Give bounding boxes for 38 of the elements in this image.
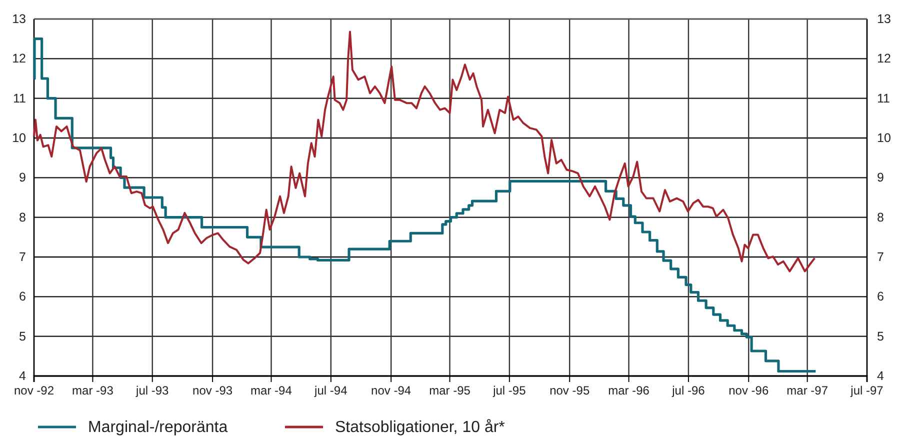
x-tick-label: jul -97 (850, 384, 884, 398)
y2-tick-label: 8 (877, 210, 884, 224)
x-tick-label: nov -95 (550, 384, 590, 398)
line-series (33, 30, 816, 272)
y-tick-label: 11 (13, 91, 26, 106)
x-tick-label: nov -93 (192, 384, 233, 398)
y-tick-label: 4 (19, 369, 26, 383)
y2-tick-label: 5 (877, 329, 884, 344)
y-tick-label: 12 (12, 52, 26, 66)
y-tick-label: 9 (19, 170, 26, 185)
y2-tick-label: 6 (877, 290, 884, 304)
x-tick-label: mar -94 (250, 384, 292, 398)
y2-tick-label: 12 (877, 52, 891, 66)
y-tick-label: 6 (19, 290, 26, 304)
y-tick-label: 5 (19, 329, 26, 344)
y2-tick-label: 9 (877, 170, 884, 185)
x-tick-label: jul -96 (671, 384, 706, 398)
x-tick-label: jul -95 (492, 384, 526, 398)
y2-tick-label: 7 (877, 250, 884, 264)
x-tick-label: nov -96 (728, 384, 769, 398)
x-tick-label: nov -94 (371, 384, 412, 398)
x-tick-label: mar -96 (608, 384, 650, 398)
legend-label: Statsobligationer, 10 år* (335, 419, 505, 436)
x-tick-label: jul -93 (135, 384, 170, 398)
y-tick-label: 8 (19, 210, 26, 224)
legend-label: Marginal-/reporänta (88, 419, 228, 436)
y-tick-label: 10 (12, 131, 26, 145)
y2-tick-label: 13 (877, 12, 891, 26)
y2-tick-label: 10 (877, 131, 891, 145)
y2-tick-label: 4 (877, 369, 884, 383)
y-tick-label: 7 (19, 250, 26, 264)
y-tick-label: 13 (12, 12, 26, 26)
y2-tick-label: 11 (877, 91, 890, 106)
x-tick-label: mar -93 (72, 384, 114, 398)
x-tick-label: jul -94 (314, 384, 348, 398)
x-tick-label: mar -95 (429, 384, 471, 398)
x-tick-label: mar -97 (786, 384, 828, 398)
x-tick-label: nov -92 (14, 384, 54, 398)
